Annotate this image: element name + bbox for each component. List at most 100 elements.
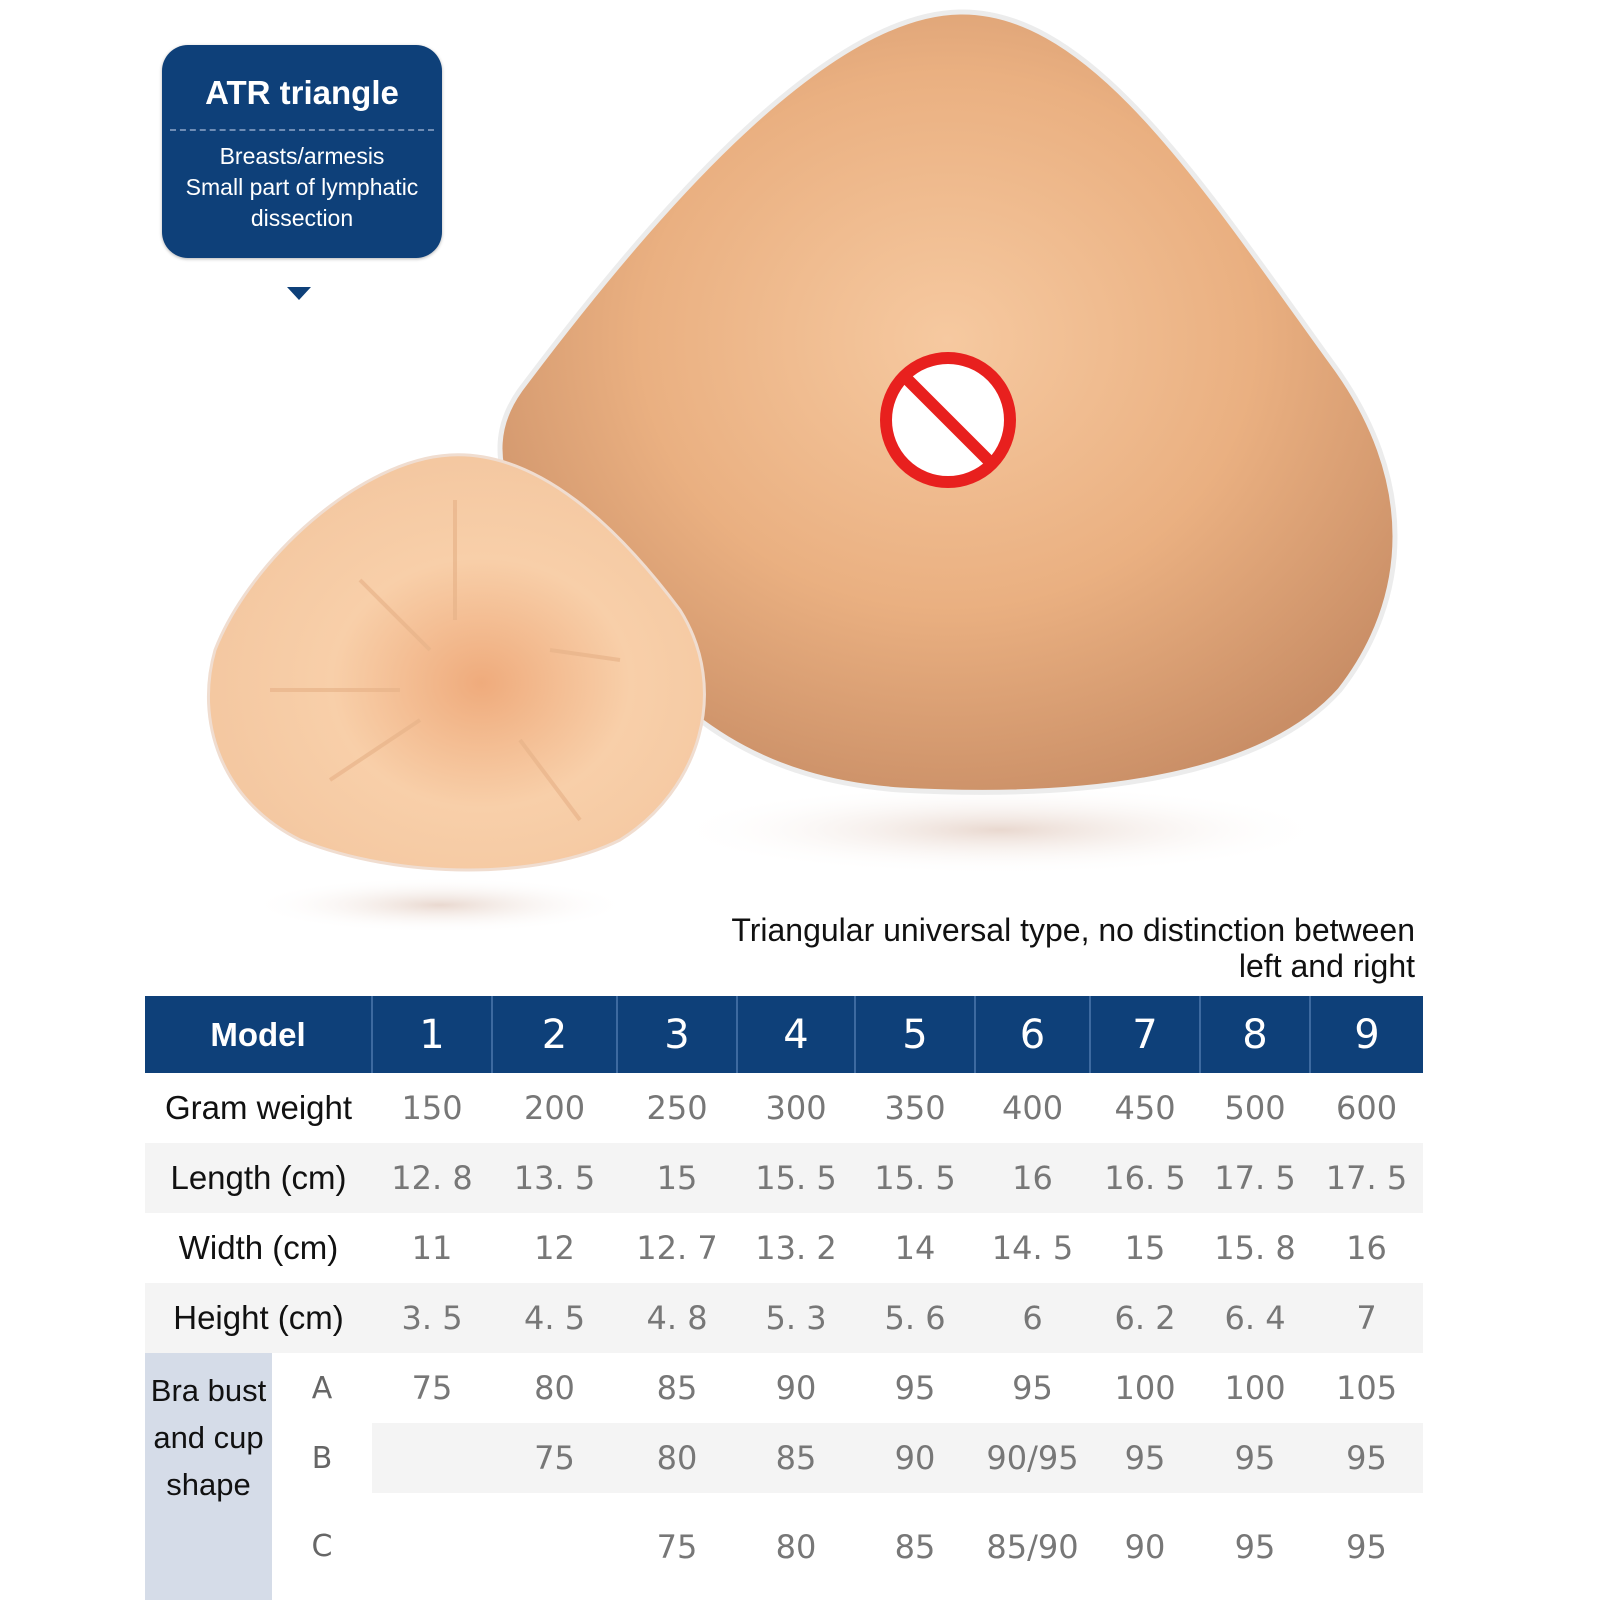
header-model-4: 4 xyxy=(736,996,856,1073)
table-cell: 200 xyxy=(523,1089,586,1127)
callout-line: Breasts/armesis xyxy=(219,143,385,169)
callout-title: ATR triangle xyxy=(205,74,399,111)
table-cell: 75 xyxy=(656,1527,698,1566)
table-cell: 15. 5 xyxy=(737,1143,856,1213)
table-cell: 15. 8 xyxy=(1214,1229,1296,1267)
table-cell: 300 xyxy=(765,1089,827,1127)
table-cell: 105 xyxy=(1335,1369,1398,1407)
header-row: Model 1 2 3 4 5 6 7 8 9 xyxy=(145,996,1424,1073)
table-cell: 400 xyxy=(1001,1089,1064,1127)
table-cell: 100 xyxy=(1224,1369,1286,1407)
table-row: Gram weight 150 200 250 300 350 400 450 500 600 xyxy=(145,1073,1423,1143)
table-cell: 12 xyxy=(534,1229,575,1267)
product-note: Triangular universal type, no distinctio… xyxy=(731,912,1415,984)
table-cell xyxy=(372,1493,492,1600)
table-cell: 14 xyxy=(894,1229,936,1267)
small-form-shadow xyxy=(250,877,630,933)
triangle-down-icon xyxy=(287,287,311,300)
table-cell: 85 xyxy=(894,1527,936,1566)
table-cell: 4. 5 xyxy=(492,1283,618,1353)
header-model-6: 6 xyxy=(974,996,1091,1073)
header-model-2: 2 xyxy=(491,996,618,1073)
table-cell: 75 xyxy=(492,1423,618,1493)
table-cell: 6 xyxy=(975,1283,1091,1353)
note-line: Triangular universal type, no distinctio… xyxy=(731,912,1415,948)
table-cell: 16 xyxy=(1346,1229,1387,1267)
size-table: Model 1 2 3 4 5 6 7 8 9 Gram weight 150 200 250 300 35… xyxy=(145,996,1424,1600)
header-model-9: 9 xyxy=(1309,996,1424,1073)
row-label: Length (cm) xyxy=(145,1143,373,1213)
header-model-1: 1 xyxy=(371,996,493,1073)
row-label: Gram weight xyxy=(164,1089,353,1126)
header-model-5: 5 xyxy=(854,996,976,1073)
table-cell: 5. 6 xyxy=(855,1283,976,1353)
product-image xyxy=(207,9,1398,933)
table-row-cup: Bra bust and cup shape A 75 80 85 90 95 95 100 10… xyxy=(145,1353,1423,1600)
table-cell: 3. 5 xyxy=(372,1283,493,1353)
table-cell: 95 xyxy=(1090,1423,1201,1493)
table-cell: 85 xyxy=(656,1369,698,1407)
table-cell: 75 xyxy=(411,1369,453,1407)
table-cell: 150 xyxy=(401,1089,463,1127)
table-cell: 17. 5 xyxy=(1310,1143,1424,1213)
divider xyxy=(170,129,434,131)
table-cell: 95 xyxy=(1012,1369,1053,1407)
table-cell: 80 xyxy=(617,1423,738,1493)
bra-label: Bra bust and cup shape xyxy=(145,1353,272,1600)
table-row: Width (cm) 11 12 12. 7 13. 2 14 14. 5 15 15. 8 16 xyxy=(145,1213,1423,1283)
header-model-7: 7 xyxy=(1089,996,1201,1073)
table-cell: 90 xyxy=(855,1423,976,1493)
table-row: Length (cm) 12. 8 13. 5 15 15. 5 15. 5 16 16. 5… xyxy=(145,1143,1424,1213)
table-cell: 6. 4 xyxy=(1200,1283,1311,1353)
big-form-shadow xyxy=(670,785,1330,875)
table-cell: 100 xyxy=(1114,1369,1176,1407)
note-line: left and right xyxy=(1238,948,1415,984)
table-cell: 7 xyxy=(1310,1283,1424,1353)
table-cell: 17. 5 xyxy=(1200,1143,1311,1213)
table-cell: 13. 5 xyxy=(492,1143,618,1213)
table-cell: 95 xyxy=(1346,1527,1387,1566)
table-cell: 11 xyxy=(411,1229,453,1267)
table-cell: 600 xyxy=(1335,1089,1398,1127)
table-cell: 350 xyxy=(884,1089,946,1127)
table-cell xyxy=(492,1493,617,1600)
table-cell: 16. 5 xyxy=(1090,1143,1201,1213)
table-cell: 4. 8 xyxy=(617,1283,738,1353)
prohibition-sign-icon xyxy=(880,352,1016,488)
table-cell: 95 xyxy=(1310,1423,1424,1493)
table-cell: 80 xyxy=(775,1527,817,1566)
table-cell: 13. 2 xyxy=(755,1229,837,1267)
table-cell: 80 xyxy=(534,1369,575,1407)
table-cell: 15. 5 xyxy=(855,1143,976,1213)
row-label: Width (cm) xyxy=(178,1229,339,1266)
table-cell xyxy=(372,1423,493,1493)
table-cell: 90/95 xyxy=(975,1423,1091,1493)
table-cell: 95 xyxy=(1200,1423,1311,1493)
product-callout: ATR triangle Breasts/armesis Small part … xyxy=(162,45,442,258)
table-cell: 15 xyxy=(617,1143,738,1213)
table-cell: 12. 8 xyxy=(372,1143,493,1213)
table-row-cup: B 75 80 85 90 90/95 95 95 95 xyxy=(145,1423,1424,1493)
table-cell: 6. 2 xyxy=(1090,1283,1201,1353)
small-breast-form xyxy=(207,453,706,872)
table-cell: 12. 7 xyxy=(636,1229,718,1267)
cup-label: C xyxy=(272,1493,373,1600)
header-model-8: 8 xyxy=(1199,996,1311,1073)
table-row: Height (cm) 3. 5 4. 5 4. 8 5. 3 5. 6 6 6. 2 6. 4… xyxy=(145,1283,1424,1353)
table-row-cup: C 75 80 85 85/90 90 95 95 xyxy=(145,1493,1423,1600)
table-cell: 85/90 xyxy=(986,1527,1079,1566)
table-cell: 90 xyxy=(1124,1527,1166,1566)
cup-label: B xyxy=(272,1423,373,1493)
table-cell: 250 xyxy=(646,1089,708,1127)
cup-label: A xyxy=(272,1353,373,1423)
table-cell: 95 xyxy=(1234,1527,1276,1566)
table-cell: 16 xyxy=(975,1143,1091,1213)
table-cell: 15 xyxy=(1124,1229,1166,1267)
table-cell: 85 xyxy=(737,1423,856,1493)
table-cell: 95 xyxy=(894,1369,936,1407)
table-cell: 500 xyxy=(1224,1089,1286,1127)
table-cell: 14. 5 xyxy=(991,1229,1074,1267)
callout-line: dissection xyxy=(250,205,354,231)
table-cell: 5. 3 xyxy=(737,1283,856,1353)
table-cell: 450 xyxy=(1114,1089,1176,1127)
